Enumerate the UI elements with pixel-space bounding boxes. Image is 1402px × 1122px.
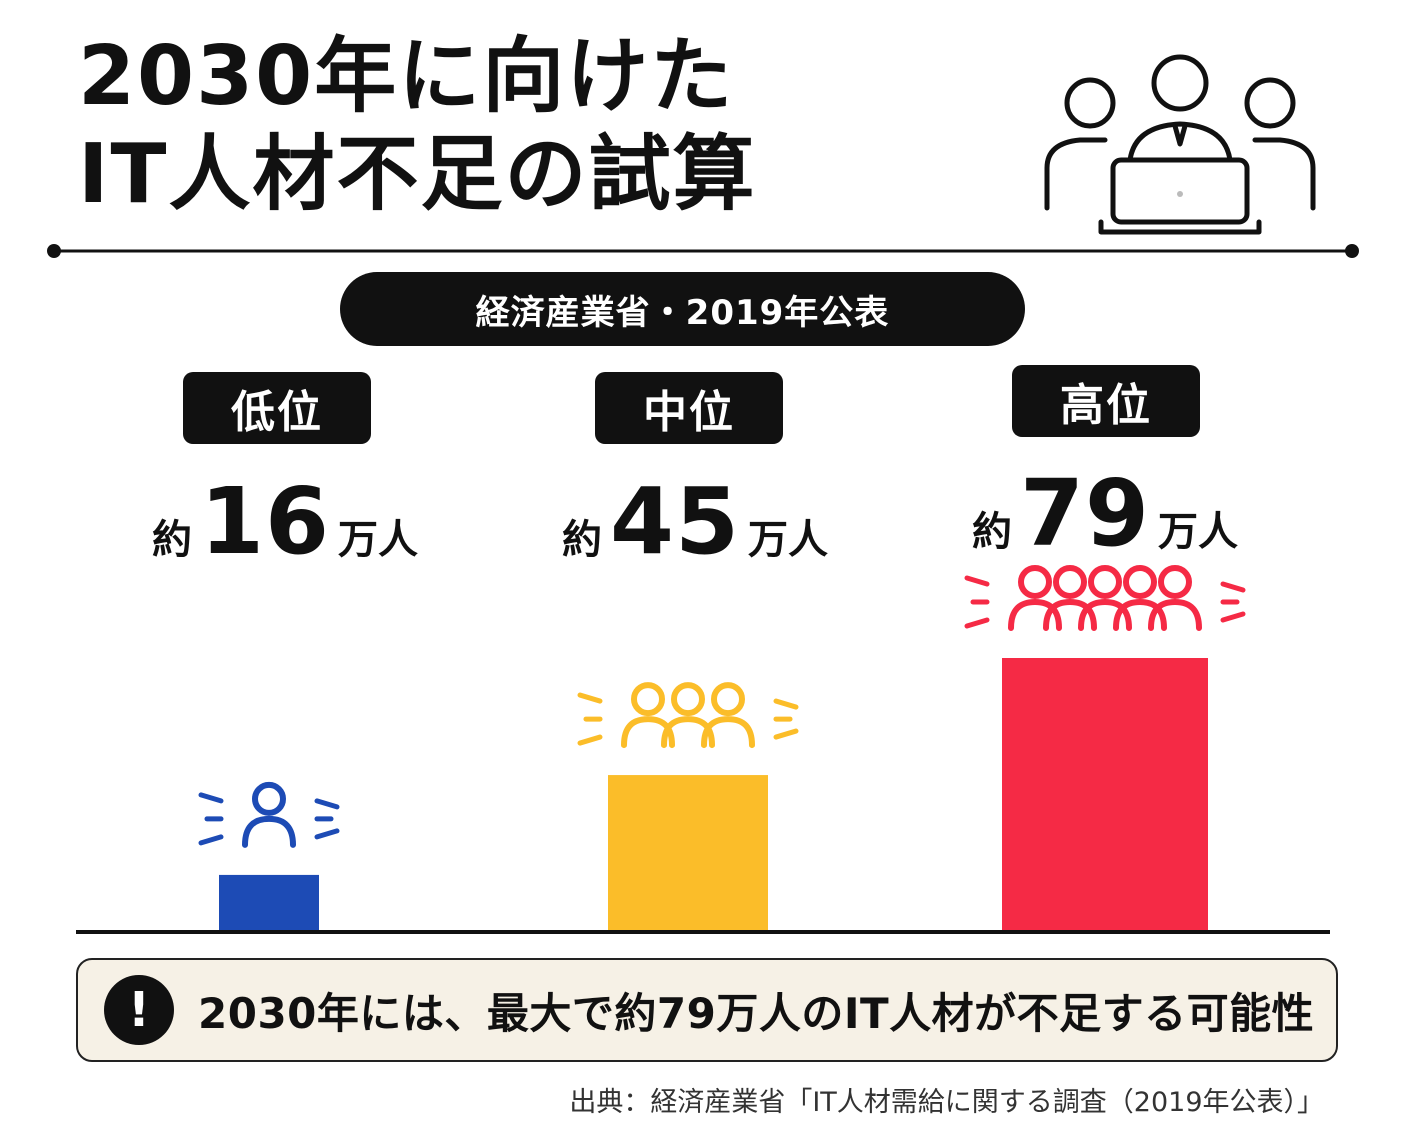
source-footnote: 出典：経済産業省「IT人材需給に関する調査（2019年公表）」	[569, 1087, 1324, 1118]
title-line-1: 2030年に向けた	[78, 29, 735, 124]
value-unit: 万人	[748, 517, 829, 563]
value-number: 16	[199, 468, 331, 575]
person-icon	[1008, 565, 1062, 631]
page-title: 2030年に向けた IT人材不足の試算	[78, 28, 756, 224]
person-icon	[1043, 565, 1097, 631]
title-line-2: IT人材不足の試算	[78, 127, 757, 222]
person-icon	[701, 682, 755, 749]
team-meeting-icon	[1044, 54, 1316, 235]
conclusion-callout: ! 2030年には、最大で約79万人のIT人材が不足する可能性	[76, 958, 1338, 1062]
value-number: 79	[1019, 460, 1151, 567]
value-prefix: 約	[151, 517, 192, 563]
bar-chart	[76, 565, 1330, 934]
exclamation-icon: !	[104, 975, 174, 1045]
value-prefix: 約	[561, 517, 602, 563]
value-label-mid: 約 45 万人	[530, 468, 860, 575]
person-icon	[661, 682, 715, 749]
value-number: 45	[609, 468, 741, 575]
value-unit: 万人	[338, 517, 419, 563]
bar-1	[219, 874, 319, 930]
title-divider	[47, 244, 1359, 258]
person-icon	[1113, 565, 1167, 631]
callout-text: 2030年には、最大で約79万人のIT人材が不足する可能性	[198, 988, 1315, 1038]
emphasis-lines-icon	[964, 575, 1246, 629]
category-label-low: 低位	[183, 372, 371, 444]
bar-3	[1002, 658, 1208, 930]
person-icon	[242, 781, 296, 848]
emphasis-lines-icon	[198, 792, 340, 846]
value-label-high: 約 79 万人	[940, 460, 1270, 567]
bar-2	[608, 775, 768, 930]
category-label-mid: 中位	[595, 372, 783, 444]
category-label-high: 高位	[1012, 365, 1200, 437]
source-badge: 経済産業省・2019年公表	[340, 272, 1025, 346]
person-icon	[1078, 565, 1132, 631]
value-prefix: 約	[971, 509, 1012, 555]
person-icon	[621, 682, 675, 749]
value-unit: 万人	[1158, 509, 1239, 555]
emphasis-lines-icon	[577, 692, 799, 746]
person-icon	[1148, 565, 1202, 631]
value-label-low: 約 16 万人	[120, 468, 450, 575]
